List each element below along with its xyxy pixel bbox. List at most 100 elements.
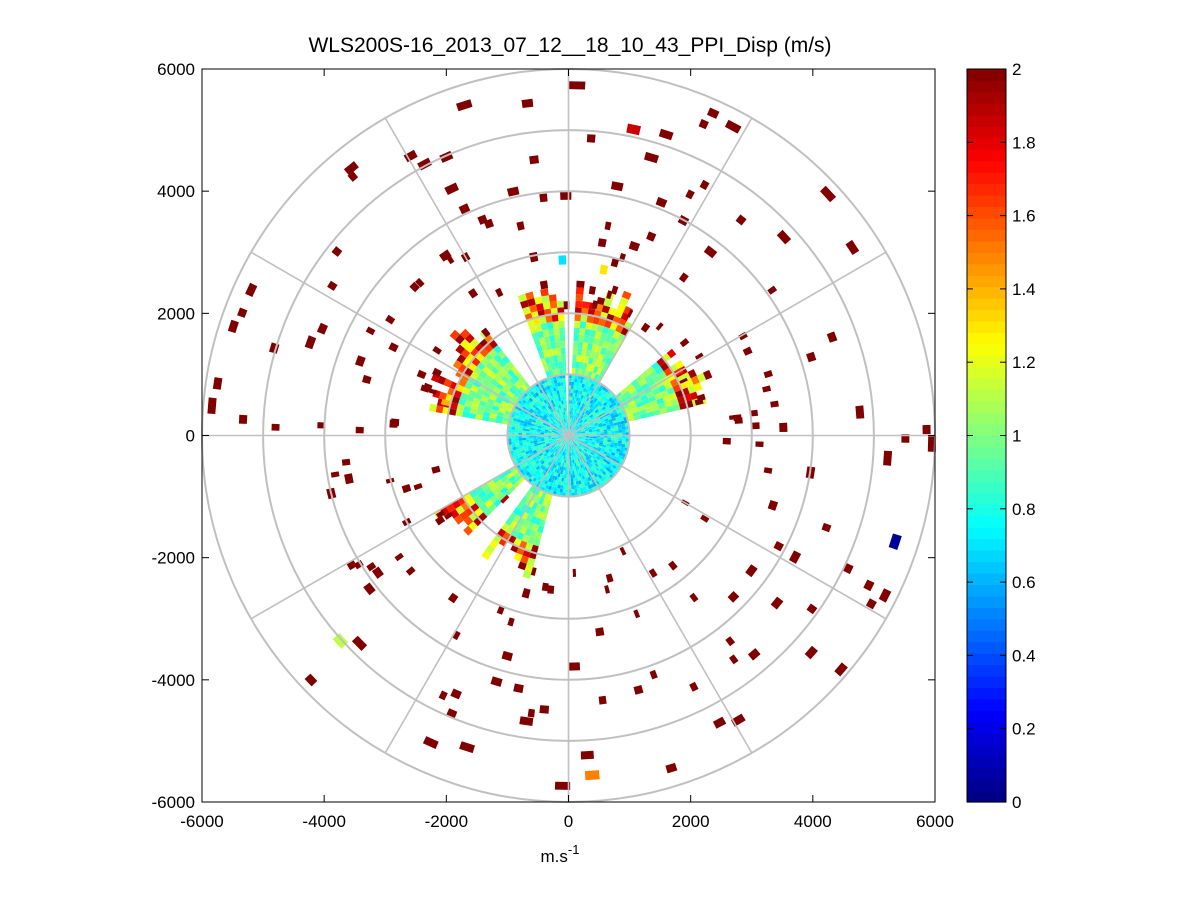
scan-cell	[581, 436, 586, 439]
scan-cell	[555, 472, 559, 477]
scan-cell	[566, 425, 568, 430]
colorbar-segment	[967, 69, 1006, 82]
scan-cell	[502, 416, 510, 422]
scan-cell	[565, 448, 568, 453]
colorbar-tick-label: 1	[1012, 427, 1021, 446]
scan-cell	[540, 322, 548, 331]
scan-cell	[574, 412, 578, 417]
scan-cell	[464, 381, 473, 390]
scan-cell	[555, 438, 560, 441]
scan-cell	[586, 416, 591, 421]
colorbar-segment	[967, 607, 1006, 620]
scan-cell	[535, 406, 540, 411]
scan-cell	[562, 427, 565, 431]
scan-cell	[573, 439, 577, 442]
scan-cell	[535, 465, 540, 470]
scan-cell	[583, 413, 588, 418]
scan-cell	[539, 407, 544, 412]
spoke-line	[250, 251, 569, 437]
scan-cell	[640, 394, 649, 402]
scan-cell	[535, 454, 540, 459]
scan-cell	[572, 444, 575, 448]
scan-cell	[613, 462, 619, 467]
scan-cell	[607, 458, 612, 463]
scan-cell	[591, 456, 595, 461]
scan-cell	[547, 585, 555, 594]
scan-cell	[605, 447, 610, 451]
y-tick-label: -4000	[152, 671, 195, 690]
scan-cell	[572, 474, 576, 478]
scan-cell	[534, 387, 540, 392]
scan-cell	[526, 424, 531, 428]
scan-cell	[579, 406, 583, 411]
scan-cell	[542, 422, 547, 426]
scan-cell	[506, 380, 514, 388]
scan-cell	[522, 412, 528, 417]
scan-cell	[883, 450, 893, 466]
scan-cell	[548, 440, 553, 443]
scan-cell	[535, 401, 540, 406]
scan-cell	[477, 214, 488, 225]
scan-cell	[447, 592, 459, 604]
scan-cell	[574, 443, 577, 447]
scan-cell	[562, 396, 565, 401]
scan-cell	[582, 399, 587, 404]
scan-cell	[596, 439, 600, 443]
colorbar-tick-label: 0.2	[1012, 720, 1036, 739]
scan-cell	[635, 374, 645, 383]
scan-cell	[804, 645, 818, 660]
scan-cell	[545, 394, 550, 399]
scan-cell	[513, 417, 518, 422]
scan-cell	[362, 374, 372, 384]
colorbar-segment	[967, 538, 1006, 551]
scan-cell	[584, 356, 590, 364]
scan-cell	[527, 447, 532, 451]
colorbar-segment	[967, 515, 1006, 528]
scan-cell	[572, 404, 576, 408]
scan-cell	[572, 470, 575, 475]
scan-cell	[542, 445, 547, 449]
scan-cell	[559, 454, 563, 459]
scan-cell	[475, 499, 485, 508]
scan-cell	[574, 473, 578, 478]
scan-cell	[685, 189, 695, 200]
scan-cell	[549, 413, 554, 418]
scan-cell	[578, 368, 583, 376]
scan-cell	[580, 479, 584, 484]
scan-cell	[537, 441, 542, 444]
scan-cell	[573, 341, 579, 348]
scan-cell	[560, 447, 563, 452]
scan-cell	[539, 473, 544, 478]
scan-cell	[591, 465, 596, 471]
colorbar-segment	[967, 744, 1006, 757]
scan-cell	[608, 410, 614, 415]
scan-cell	[628, 400, 636, 407]
scan-cell	[863, 579, 875, 592]
scan-cell	[592, 300, 599, 309]
scan-cell	[610, 399, 615, 404]
scan-cell	[526, 399, 532, 404]
scan-cell	[571, 407, 573, 412]
scan-cell	[559, 327, 565, 335]
scan-cell	[544, 336, 551, 344]
scan-cell	[598, 408, 604, 413]
scan-cell	[438, 391, 448, 401]
scan-cell	[539, 477, 544, 483]
scan-cell	[588, 386, 593, 391]
scan-cell	[555, 444, 559, 447]
scan-cell	[501, 650, 513, 662]
scan-cell	[607, 328, 616, 337]
scan-cell	[579, 464, 583, 469]
scan-cell	[603, 431, 608, 434]
scan-cell	[659, 407, 668, 415]
scan-cell	[546, 416, 551, 421]
scan-cell	[619, 546, 627, 556]
scan-cell	[581, 467, 585, 472]
scan-cell	[589, 329, 597, 338]
scan-cell	[703, 369, 713, 380]
scan-cell	[526, 426, 531, 430]
scan-cell	[597, 392, 603, 397]
scan-cell	[549, 474, 554, 479]
scan-cell	[588, 438, 593, 441]
scan-cell	[502, 364, 511, 373]
